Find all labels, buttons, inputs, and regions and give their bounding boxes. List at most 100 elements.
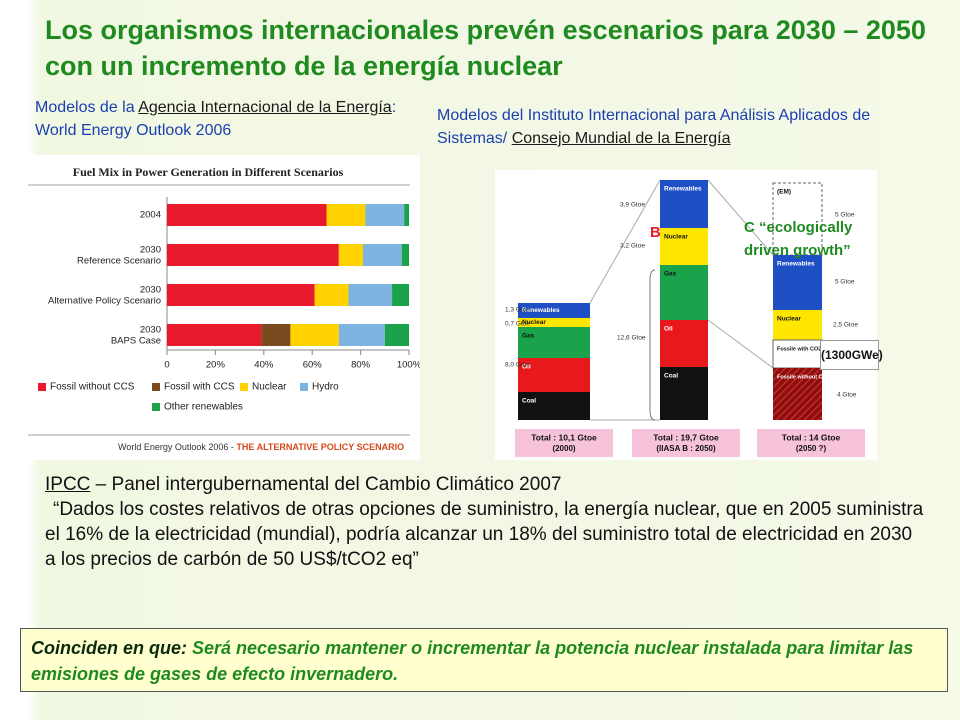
bar-segment (392, 284, 409, 306)
label-line: 2030 (140, 244, 161, 255)
source-highlight: THE ALTERNATIVE POLICY SCENARIO (236, 442, 404, 452)
total-label: Total : 10,1 Gtoe (531, 432, 597, 442)
scenario-c-label: C “ecologically driven growth” (744, 219, 853, 259)
x-tick-label: 100% (397, 360, 420, 371)
link-text: Agencia Internacional de la Energía (138, 99, 392, 116)
bar-segment (261, 324, 291, 346)
legend-label: Nuclear (252, 382, 287, 393)
gtoe-label: 4 Gtoe (837, 392, 857, 399)
segment (518, 318, 590, 327)
bar-segment (290, 324, 339, 346)
period-label: (2050 ?) (796, 444, 827, 453)
bracket (649, 269, 656, 421)
legend-swatch (300, 383, 308, 391)
link-text: IPCC (45, 474, 91, 495)
scenario-b-label: B (650, 224, 661, 241)
y-tick-label: 2004 (140, 210, 161, 221)
bar-segment (167, 204, 327, 226)
legend-label: Fossil with CCS (164, 382, 235, 393)
segment-label: Fossile with CO2 sequestr. (777, 346, 847, 352)
bar-segment (314, 284, 349, 306)
label-line: 2030 (140, 324, 161, 335)
ipcc-block: IPCC – Panel intergubernamental del Camb… (45, 472, 925, 572)
segment (773, 255, 822, 310)
text: Modelos del Instituto Internacional para… (437, 107, 871, 147)
segment-label: Coal (522, 398, 536, 405)
segment-label: Gas (522, 333, 535, 340)
segment (518, 303, 590, 318)
capacity-label: (1300GWe) (820, 340, 883, 370)
quote: “Dados los costes relativos de otras opc… (45, 499, 924, 570)
period-label: (IIASA B : 2050) (656, 444, 716, 453)
segment-label: Nuclear (522, 319, 546, 326)
segment (660, 367, 708, 420)
bar-segment (167, 324, 262, 346)
segment-label: Gas (664, 271, 677, 278)
label-line: 2030 (140, 284, 161, 295)
segment-label: Nuclear (777, 316, 801, 323)
segment (518, 358, 590, 392)
gtoe-label: 2,5 Gtoe (833, 322, 858, 329)
connector (707, 179, 774, 256)
gtoe-label: 0,7 Gtoe (505, 321, 530, 328)
bar-segment (338, 324, 385, 346)
segment (518, 327, 590, 358)
segment-label: Nuclear (664, 234, 688, 241)
segment (773, 310, 822, 340)
segment-label: Coal (664, 373, 678, 380)
segment (773, 368, 822, 420)
conclusion-text: Será necesario mantener o incrementar la… (31, 638, 914, 684)
x-tick-label: 20% (206, 360, 226, 371)
chart-title: Fuel Mix in Power Generation in Differen… (73, 165, 344, 179)
bar-segment (167, 244, 339, 266)
legend-label: Fossil without CCS (50, 382, 135, 393)
x-tick-label: 0 (164, 360, 169, 371)
segment (660, 228, 708, 265)
conclusion-box: Coinciden en que: Será necesario mantene… (20, 628, 948, 692)
segment-label: Oil (522, 364, 531, 371)
label-line: Reference Scenario (77, 255, 161, 266)
legend-swatch (38, 383, 46, 391)
source-text: World Energy Outlook 2006 - (118, 442, 236, 452)
segment (518, 392, 590, 420)
segment-label: Renewables (777, 261, 815, 268)
source: World Energy Outlook 2006 - THE ALTERNAT… (118, 442, 404, 452)
total-label: Total : 14 Gtoe (782, 432, 841, 442)
bar-segment (365, 204, 405, 226)
gtoe-label: 8,0 Gtoe (505, 362, 530, 369)
segment (660, 180, 708, 228)
connector (589, 179, 661, 304)
segment-label: Oil (664, 326, 673, 333)
legend-swatch (240, 383, 248, 391)
conclusion-lead: Coinciden en que: (31, 638, 188, 658)
bar-segment (348, 284, 393, 306)
segment-label: Renewables (664, 186, 702, 193)
total-box (632, 429, 740, 457)
energy-scenarios-diagram: Renewables Nuclear Gas Oil Coal 1,3 Gtoe 0,7 G… (495, 170, 877, 460)
text: : World Energy Outlook 2006 (35, 99, 397, 139)
link-text: Consejo Mundial de la Energía (511, 130, 731, 147)
x-tick-label: 60% (303, 360, 323, 371)
bar-segment (384, 324, 409, 346)
bar-segment (167, 284, 315, 306)
y-tick-label: 2030 Reference Scenario (77, 244, 161, 266)
segment-label: Renewables (522, 307, 560, 314)
gtoe-label: 5 Gtoe (835, 279, 855, 286)
gtoe-label: 1,3 Gtoe (505, 307, 530, 314)
segment (660, 265, 708, 320)
x-tick-label: 80% (351, 360, 371, 371)
bar-segment (363, 244, 402, 266)
period-label: (2000) (552, 444, 575, 453)
segment-label: (EM) (777, 189, 791, 196)
legend-label: Hydro (312, 382, 339, 393)
gtoe-label: 5 Gtoe (835, 212, 855, 219)
y-tick-label: 2030 BAPS Case (111, 324, 161, 346)
segment (772, 339, 823, 369)
left-caption: Modelos de la Agencia Internacional de l… (35, 96, 420, 142)
connector (707, 319, 774, 369)
total-box (515, 429, 613, 457)
segment (660, 320, 708, 367)
legend-swatch (152, 383, 160, 391)
total-box (757, 429, 865, 457)
x-tick-label: 40% (254, 360, 274, 371)
